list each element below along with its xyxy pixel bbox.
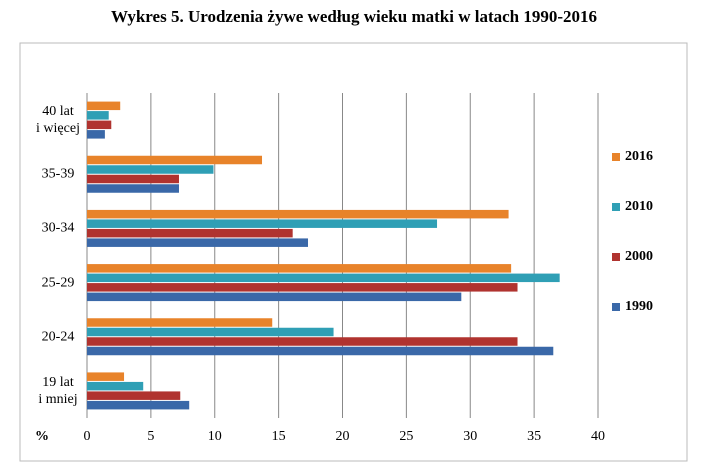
legend-label: 2010 bbox=[625, 199, 653, 214]
bar bbox=[87, 111, 109, 120]
bar bbox=[87, 381, 144, 391]
x-tick-label: 40 bbox=[591, 429, 605, 444]
x-tick-label: 20 bbox=[336, 429, 350, 444]
bar bbox=[87, 337, 518, 346]
bar bbox=[87, 391, 181, 400]
bar bbox=[87, 209, 509, 219]
bar bbox=[87, 346, 554, 356]
x-tick-label: 15 bbox=[272, 429, 286, 444]
x-tick-label: 5 bbox=[147, 429, 154, 444]
x-tick-label: 30 bbox=[463, 429, 477, 444]
bar bbox=[87, 184, 179, 193]
bar bbox=[87, 273, 560, 283]
chart-title: Wykres 5. Urodzenia żywe według wieku ma… bbox=[111, 7, 597, 26]
bar bbox=[87, 120, 112, 130]
x-tick-label: 0 bbox=[84, 429, 91, 444]
y-tick-label: 19 lat i mniej bbox=[38, 374, 78, 407]
x-axis-label: % bbox=[35, 429, 49, 444]
bar bbox=[87, 165, 214, 174]
legend-label: 2016 bbox=[625, 149, 653, 164]
y-tick-label: 40 lat i więcej bbox=[36, 104, 80, 137]
bar bbox=[87, 228, 293, 238]
legend-swatch bbox=[612, 253, 620, 261]
legend-swatch bbox=[612, 153, 620, 161]
x-tick-label: 35 bbox=[527, 429, 541, 444]
bar bbox=[87, 283, 518, 292]
y-tick-label: 25-29 bbox=[41, 275, 75, 291]
bar bbox=[87, 219, 438, 228]
y-tick-label: 20-24 bbox=[41, 329, 75, 345]
y-tick-label: 30-34 bbox=[41, 220, 75, 236]
bar bbox=[87, 174, 179, 184]
legend-swatch bbox=[612, 203, 620, 211]
bar bbox=[87, 155, 263, 165]
legend-label: 2000 bbox=[625, 249, 653, 264]
x-tick-label: 10 bbox=[208, 429, 222, 444]
bar bbox=[87, 292, 462, 302]
bar bbox=[87, 400, 190, 410]
bar bbox=[87, 101, 121, 111]
bar bbox=[87, 130, 105, 139]
chart-frame bbox=[19, 42, 688, 462]
legend-label: 1990 bbox=[625, 299, 653, 314]
x-tick-label: 25 bbox=[399, 429, 413, 444]
bar bbox=[87, 264, 512, 273]
legend-swatch bbox=[612, 303, 620, 311]
bar bbox=[87, 372, 125, 381]
bar bbox=[87, 327, 334, 337]
bar bbox=[87, 238, 309, 247]
y-tick-label: 35-39 bbox=[41, 166, 75, 182]
bar bbox=[87, 318, 273, 327]
